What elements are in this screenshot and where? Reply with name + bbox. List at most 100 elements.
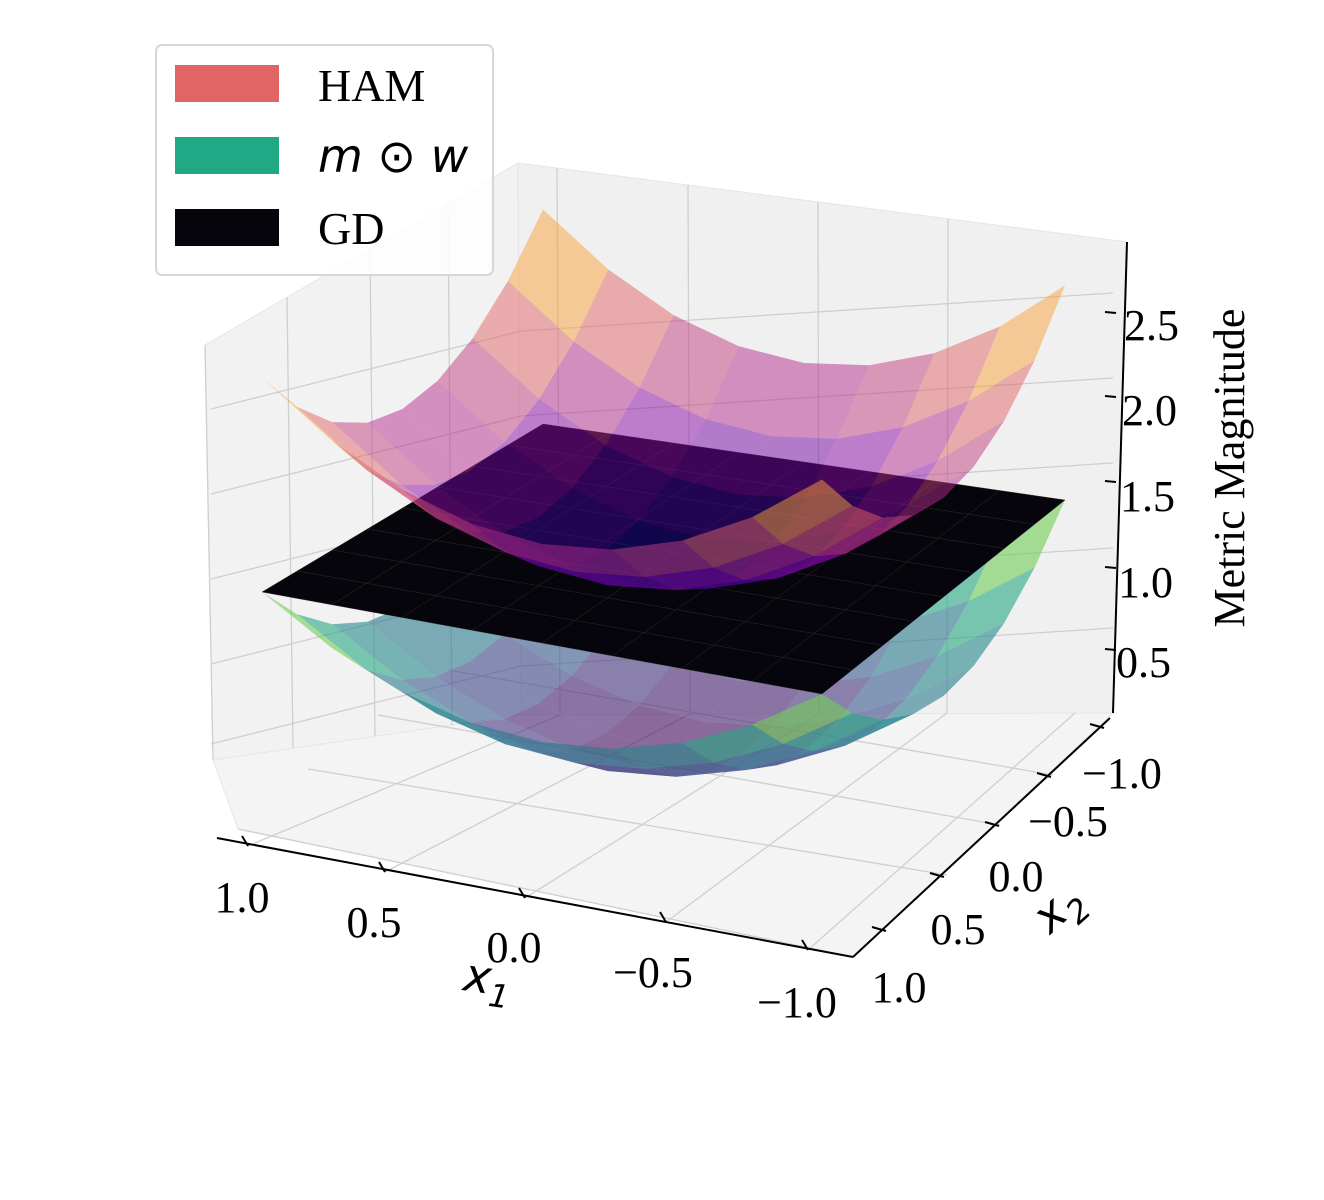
surface-cell — [871, 601, 969, 677]
surfaces — [261, 209, 1066, 777]
surface-cell — [402, 380, 505, 471]
z-tick-label: 2.0 — [1122, 386, 1177, 435]
surface-cell — [402, 691, 506, 745]
y-tick-label: −0.5 — [1028, 797, 1108, 846]
surface-cell — [937, 567, 1035, 656]
x-tick-label: −1.0 — [757, 978, 837, 1027]
surface-cell — [437, 338, 540, 442]
surface-cell — [574, 571, 677, 591]
surface-cell — [605, 704, 706, 751]
x-tick-mark — [801, 939, 809, 951]
surface-cell — [902, 326, 1000, 428]
y-tick-label: 0.0 — [989, 852, 1044, 901]
surface-cell — [638, 664, 739, 722]
x-tick-label: 1.0 — [215, 873, 270, 922]
surface-cell — [871, 400, 969, 487]
surface-cell — [906, 420, 1005, 507]
x-tick-label: 0.0 — [487, 923, 542, 972]
z-tick-mark — [1104, 480, 1117, 483]
surface-cell — [367, 607, 471, 677]
surface-cell — [332, 422, 436, 485]
surface-cell — [367, 409, 471, 485]
y-tick-label: 0.5 — [931, 905, 986, 954]
surface-cell — [262, 377, 367, 470]
surface-cell — [937, 360, 1035, 461]
surface-cell — [539, 341, 640, 446]
surface-cell — [682, 724, 783, 763]
x-tick-mark — [518, 887, 526, 899]
surface-cell — [574, 762, 677, 777]
z-tick-label: 1.5 — [1120, 472, 1175, 521]
surface-cell — [672, 419, 772, 495]
surface-cell — [745, 554, 845, 581]
surface-cell — [503, 703, 606, 750]
grid-line — [286, 296, 294, 749]
legend-label-mw: m ⊙ w — [318, 129, 469, 183]
surface-cell — [605, 387, 706, 478]
grid-line — [237, 828, 854, 958]
y-tick-mark — [929, 872, 945, 878]
x-tick-mark — [378, 861, 386, 873]
surface-cell — [472, 723, 575, 763]
x-tick-mark — [241, 835, 249, 847]
grid-line — [807, 712, 1076, 951]
surface-cell — [638, 477, 739, 540]
surface-cell — [573, 269, 674, 388]
surface-cell — [839, 655, 938, 719]
y-tick-mark — [1089, 723, 1105, 729]
surface-cell — [644, 567, 746, 591]
surface-cell — [783, 505, 883, 557]
surface-cell — [571, 445, 673, 522]
surface-cell — [435, 470, 538, 533]
surface-ham — [262, 209, 1065, 591]
surface-cell — [542, 544, 645, 577]
x-tick-mark — [659, 911, 667, 923]
surface-cell — [537, 675, 639, 734]
z-tick-mark — [1104, 311, 1117, 314]
surface-cell — [771, 363, 870, 439]
z-axis-label: Metric Magnitude — [1205, 309, 1254, 628]
surface-cell — [804, 427, 903, 498]
surface-cell — [906, 622, 1005, 699]
surface-cell — [612, 742, 714, 769]
surface-cell — [542, 742, 645, 769]
surface-cell — [366, 670, 470, 723]
z-tick-label: 2.5 — [1124, 301, 1179, 350]
surface-cell — [401, 676, 504, 723]
surface-cell — [262, 592, 367, 670]
surface-cell — [745, 745, 845, 771]
surface-cell — [297, 614, 402, 680]
surface-cell — [435, 661, 538, 720]
legend-swatch-mw — [175, 137, 279, 174]
surface-cell — [401, 484, 504, 533]
grid-line — [204, 344, 214, 761]
surface-cell — [470, 633, 572, 704]
surface-cell — [713, 744, 814, 771]
surface-cell — [507, 209, 609, 342]
axis-lines — [216, 241, 1128, 958]
y-tick-mark — [984, 821, 1000, 827]
surface-cell — [472, 524, 575, 572]
y-tick-mark — [871, 926, 887, 932]
surface-cell — [504, 399, 606, 489]
x-tick-label: 0.5 — [347, 898, 402, 947]
y-tick-label: −1.0 — [1082, 749, 1162, 798]
grid-line — [307, 768, 948, 876]
y-tick-label: 1.0 — [872, 963, 927, 1012]
x-axis-line — [216, 837, 854, 958]
z-tick-mark — [1104, 648, 1117, 651]
surface-cell — [682, 517, 783, 568]
surface-cell — [875, 665, 974, 729]
z-tick-mark — [1104, 395, 1117, 398]
z-tick-mark — [1104, 566, 1117, 569]
surface-cell — [470, 442, 572, 518]
surface-cell — [537, 488, 639, 551]
y-axis-line — [852, 717, 1111, 958]
surface-cell — [332, 440, 436, 519]
surface-cell — [612, 540, 714, 577]
surface-cell — [837, 353, 935, 439]
surface-cell — [639, 315, 739, 419]
legend-label-ham: HAM — [318, 60, 425, 111]
surface-cell — [332, 621, 436, 680]
